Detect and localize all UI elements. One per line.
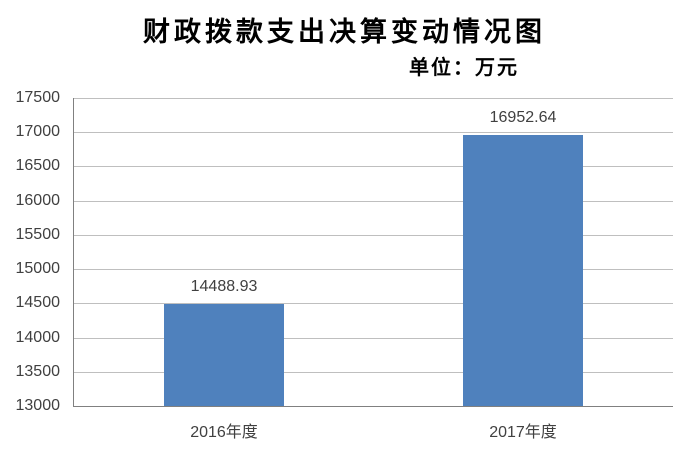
- y-axis-tick-label: 16500: [15, 157, 61, 174]
- y-axis-tick-label: 13000: [15, 397, 61, 414]
- y-axis-tick-label: 17500: [15, 89, 61, 106]
- gridline: [74, 269, 673, 270]
- y-axis-tick-label: 14500: [15, 294, 61, 311]
- chart-title: 财政拨款支出决算变动情况图: [143, 17, 546, 48]
- y-axis-tick-label: 15000: [15, 260, 61, 277]
- gridline: [74, 235, 673, 236]
- y-axis-tick-label: 17000: [15, 123, 61, 140]
- y-axis-line: [73, 98, 74, 407]
- gridline: [74, 372, 673, 373]
- bar-2016年度: [164, 304, 284, 406]
- gridline: [74, 98, 673, 99]
- gridline: [74, 338, 673, 339]
- gridline: [74, 201, 673, 202]
- x-axis-line: [74, 406, 673, 407]
- bar-value-label: 14488.93: [190, 278, 258, 295]
- gridline: [74, 132, 673, 133]
- gridline: [74, 166, 673, 167]
- bar-value-label: 16952.64: [489, 109, 557, 126]
- y-axis-tick-label: 13500: [15, 363, 61, 380]
- y-axis-tick-label: 14000: [15, 329, 61, 346]
- gridline: [74, 303, 673, 304]
- x-axis-category-label: 2017年度: [489, 424, 557, 441]
- y-axis-tick-label: 15500: [15, 226, 61, 243]
- x-axis-category-label: 2016年度: [190, 424, 258, 441]
- chart-unit-label: 单位：万元: [409, 55, 519, 79]
- bar-2017年度: [463, 135, 583, 406]
- y-axis-tick-label: 16000: [15, 192, 61, 209]
